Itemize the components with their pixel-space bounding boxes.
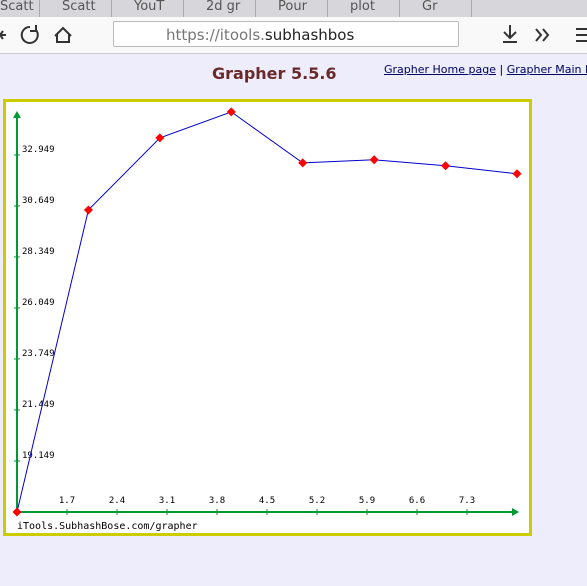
x-tick-label: 5.2 xyxy=(309,496,325,506)
x-tick-label: 2.4 xyxy=(109,496,125,506)
y-tick-label: 30.649 xyxy=(22,196,55,206)
y-tick-label: 23.749 xyxy=(22,349,55,359)
page-title: Grapher 5.5.6 xyxy=(212,64,337,83)
url-bar[interactable]: https://itools.subhashbos xyxy=(113,21,459,47)
y-axis-arrow xyxy=(13,111,21,118)
x-tick-label: 6.6 xyxy=(409,496,425,506)
point xyxy=(155,133,165,143)
url-prefix: https://itools. xyxy=(166,26,265,44)
tab[interactable]: Scatt xyxy=(0,0,40,17)
tab[interactable]: plot xyxy=(328,0,400,17)
tab[interactable]: 2d gr xyxy=(184,0,256,17)
header-links: Grapher Home page | Grapher Main Page xyxy=(384,63,587,76)
x-tick-label: 4.5 xyxy=(259,496,275,506)
main-link[interactable]: Grapher Main Page xyxy=(506,63,587,76)
x-tick-label: 1.7 xyxy=(59,496,75,506)
url-host: subhashbos xyxy=(264,26,355,44)
y-tick-label: 21.449 xyxy=(22,400,55,410)
tab[interactable]: Gr xyxy=(400,0,472,17)
point xyxy=(298,158,308,168)
footer: iTools.SubhashBose.com/grapher xyxy=(17,521,198,532)
x-tick-label: 5.9 xyxy=(359,496,375,506)
x-tick-label: 3.8 xyxy=(209,496,225,506)
tab-strip: Scatt Scatt YouT 2d gr Pour plot Gr xyxy=(0,0,587,17)
tab[interactable]: Pour xyxy=(256,0,328,17)
point xyxy=(12,507,22,517)
y-tick-label: 19.149 xyxy=(22,451,55,461)
home-link[interactable]: Grapher Home page xyxy=(384,63,496,76)
y-tick-label: 28.349 xyxy=(22,247,55,257)
chart-frame xyxy=(3,99,532,536)
point xyxy=(83,205,93,215)
y-tick-label: 26.049 xyxy=(22,298,55,308)
nav-bar: https://itools.subhashbos xyxy=(0,17,587,54)
separator: | xyxy=(499,63,504,76)
point xyxy=(369,155,379,165)
tab[interactable]: Scatt xyxy=(40,0,112,17)
x-tick-label: 3.1 xyxy=(159,496,175,506)
x-axis-arrow xyxy=(512,508,519,516)
point xyxy=(512,169,522,179)
nav-icons xyxy=(0,25,587,44)
point xyxy=(441,161,451,171)
line xyxy=(16,111,518,513)
tab[interactable]: YouT xyxy=(112,0,184,17)
point xyxy=(226,107,236,117)
y-tick-label: 32.949 xyxy=(22,145,55,155)
x-tick-label: 7.3 xyxy=(459,496,475,506)
